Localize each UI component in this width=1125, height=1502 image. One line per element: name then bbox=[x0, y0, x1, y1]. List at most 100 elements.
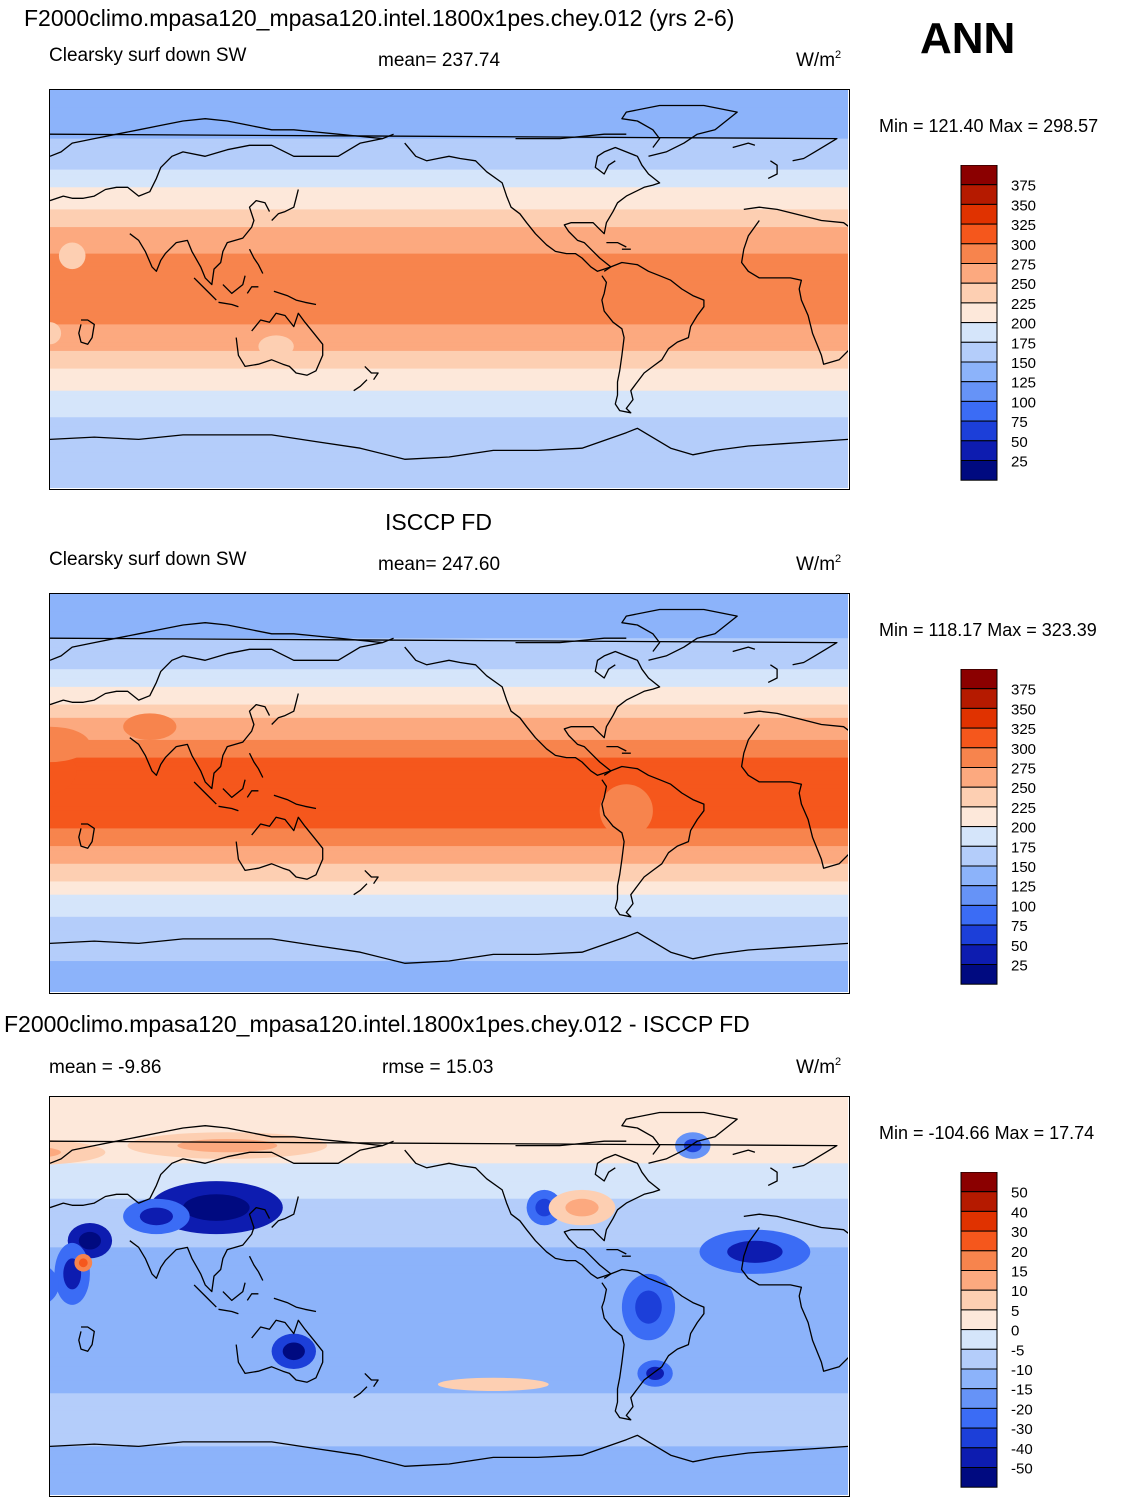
field-band bbox=[50, 691, 848, 697]
panel2-map-svg bbox=[50, 594, 848, 992]
field-band bbox=[50, 660, 848, 666]
field-band bbox=[50, 890, 848, 896]
field-band bbox=[50, 974, 848, 980]
field-band bbox=[50, 624, 848, 630]
field-band bbox=[50, 227, 848, 233]
field-band bbox=[50, 1136, 848, 1142]
field-band bbox=[50, 1163, 848, 1169]
field-band bbox=[50, 938, 848, 944]
field-band bbox=[50, 1229, 848, 1235]
colorbar-box bbox=[960, 302, 998, 324]
field-band bbox=[50, 907, 848, 913]
colorbar-box bbox=[960, 1329, 998, 1350]
coastline bbox=[273, 290, 317, 306]
field-band bbox=[50, 925, 848, 931]
field-band bbox=[50, 943, 848, 949]
field-band bbox=[50, 815, 848, 821]
field-band bbox=[50, 1247, 848, 1253]
panel3-mean: mean = -9.86 bbox=[49, 1057, 162, 1078]
panel2-map bbox=[49, 593, 850, 994]
field-band bbox=[50, 275, 848, 281]
field-band bbox=[50, 1167, 848, 1173]
coastline bbox=[606, 241, 627, 248]
coastline bbox=[50, 637, 394, 706]
colorbar-tick-label: 100 bbox=[1011, 394, 1036, 411]
field-band bbox=[50, 297, 848, 303]
colorbar-box bbox=[960, 1368, 998, 1390]
field-band bbox=[50, 1393, 848, 1399]
coastline bbox=[50, 118, 383, 157]
colorbar-box bbox=[960, 707, 998, 729]
field-band bbox=[50, 1415, 848, 1421]
field-band bbox=[50, 1437, 848, 1443]
panel1-units: W/m2 bbox=[796, 49, 842, 72]
field-band bbox=[50, 1300, 848, 1306]
coastline bbox=[78, 319, 95, 345]
field-band bbox=[50, 1331, 848, 1337]
coastline bbox=[193, 781, 217, 805]
field-band bbox=[50, 1309, 848, 1315]
field-band bbox=[50, 479, 848, 485]
anomaly-region bbox=[50, 1268, 59, 1302]
field-band bbox=[50, 333, 848, 339]
field-band bbox=[50, 271, 848, 277]
anomaly-core bbox=[646, 1366, 664, 1380]
anomaly-core bbox=[565, 1198, 599, 1217]
field-band bbox=[50, 801, 848, 807]
coastline bbox=[353, 1386, 368, 1399]
panel2-minmax: Min = 118.17 Max = 323.39 bbox=[879, 620, 1097, 640]
field-band bbox=[50, 788, 848, 794]
field-band bbox=[50, 810, 848, 816]
coastline bbox=[621, 104, 738, 157]
field-band bbox=[50, 284, 848, 290]
field-band bbox=[50, 302, 848, 308]
field-band bbox=[50, 426, 848, 432]
field-band bbox=[50, 837, 848, 843]
field-band bbox=[50, 806, 848, 812]
field-band bbox=[50, 978, 848, 984]
field-band bbox=[50, 841, 848, 847]
field-band bbox=[50, 695, 848, 701]
field-band bbox=[50, 373, 848, 379]
field-band bbox=[50, 713, 848, 719]
field-band bbox=[50, 934, 848, 940]
field-region bbox=[50, 726, 90, 763]
field-band bbox=[50, 726, 848, 732]
field-band bbox=[50, 921, 848, 927]
field-band bbox=[50, 350, 848, 356]
field-band bbox=[50, 1362, 848, 1368]
field-band bbox=[50, 258, 848, 264]
field-band bbox=[50, 412, 848, 418]
coastline bbox=[246, 286, 259, 294]
field-band bbox=[50, 129, 848, 135]
field-band bbox=[50, 629, 848, 635]
field-band bbox=[50, 452, 848, 458]
field-band bbox=[50, 346, 848, 352]
colorbar-tick-label: 275 bbox=[1011, 257, 1036, 274]
coastline bbox=[767, 1167, 778, 1186]
field-band bbox=[50, 1198, 848, 1204]
colorbar-tick-label: -5 bbox=[1011, 1342, 1024, 1359]
colorbar-tick-label: 40 bbox=[1011, 1204, 1028, 1221]
panel1-map bbox=[49, 89, 850, 490]
field-band bbox=[50, 1273, 848, 1279]
field-band bbox=[50, 965, 848, 971]
field-band bbox=[50, 885, 848, 891]
panel3-title: F2000climo.mpasa120_mpasa120.intel.1800x… bbox=[4, 1011, 750, 1037]
field-band bbox=[50, 116, 848, 122]
field-band bbox=[50, 381, 848, 387]
colorbar-box bbox=[960, 1309, 998, 1331]
field-band bbox=[50, 762, 848, 768]
field-band bbox=[50, 708, 848, 714]
colorbar-box bbox=[960, 747, 998, 769]
colorbar-tick-label: 350 bbox=[1011, 197, 1036, 214]
field-band bbox=[50, 1127, 848, 1133]
coastline bbox=[732, 646, 756, 653]
field-band bbox=[50, 187, 848, 193]
field-band bbox=[50, 784, 848, 790]
field-band bbox=[50, 90, 848, 96]
coastline bbox=[235, 1319, 324, 1383]
colorbar-box bbox=[960, 786, 998, 808]
colorbar-box bbox=[960, 669, 998, 690]
field-band bbox=[50, 1119, 848, 1125]
